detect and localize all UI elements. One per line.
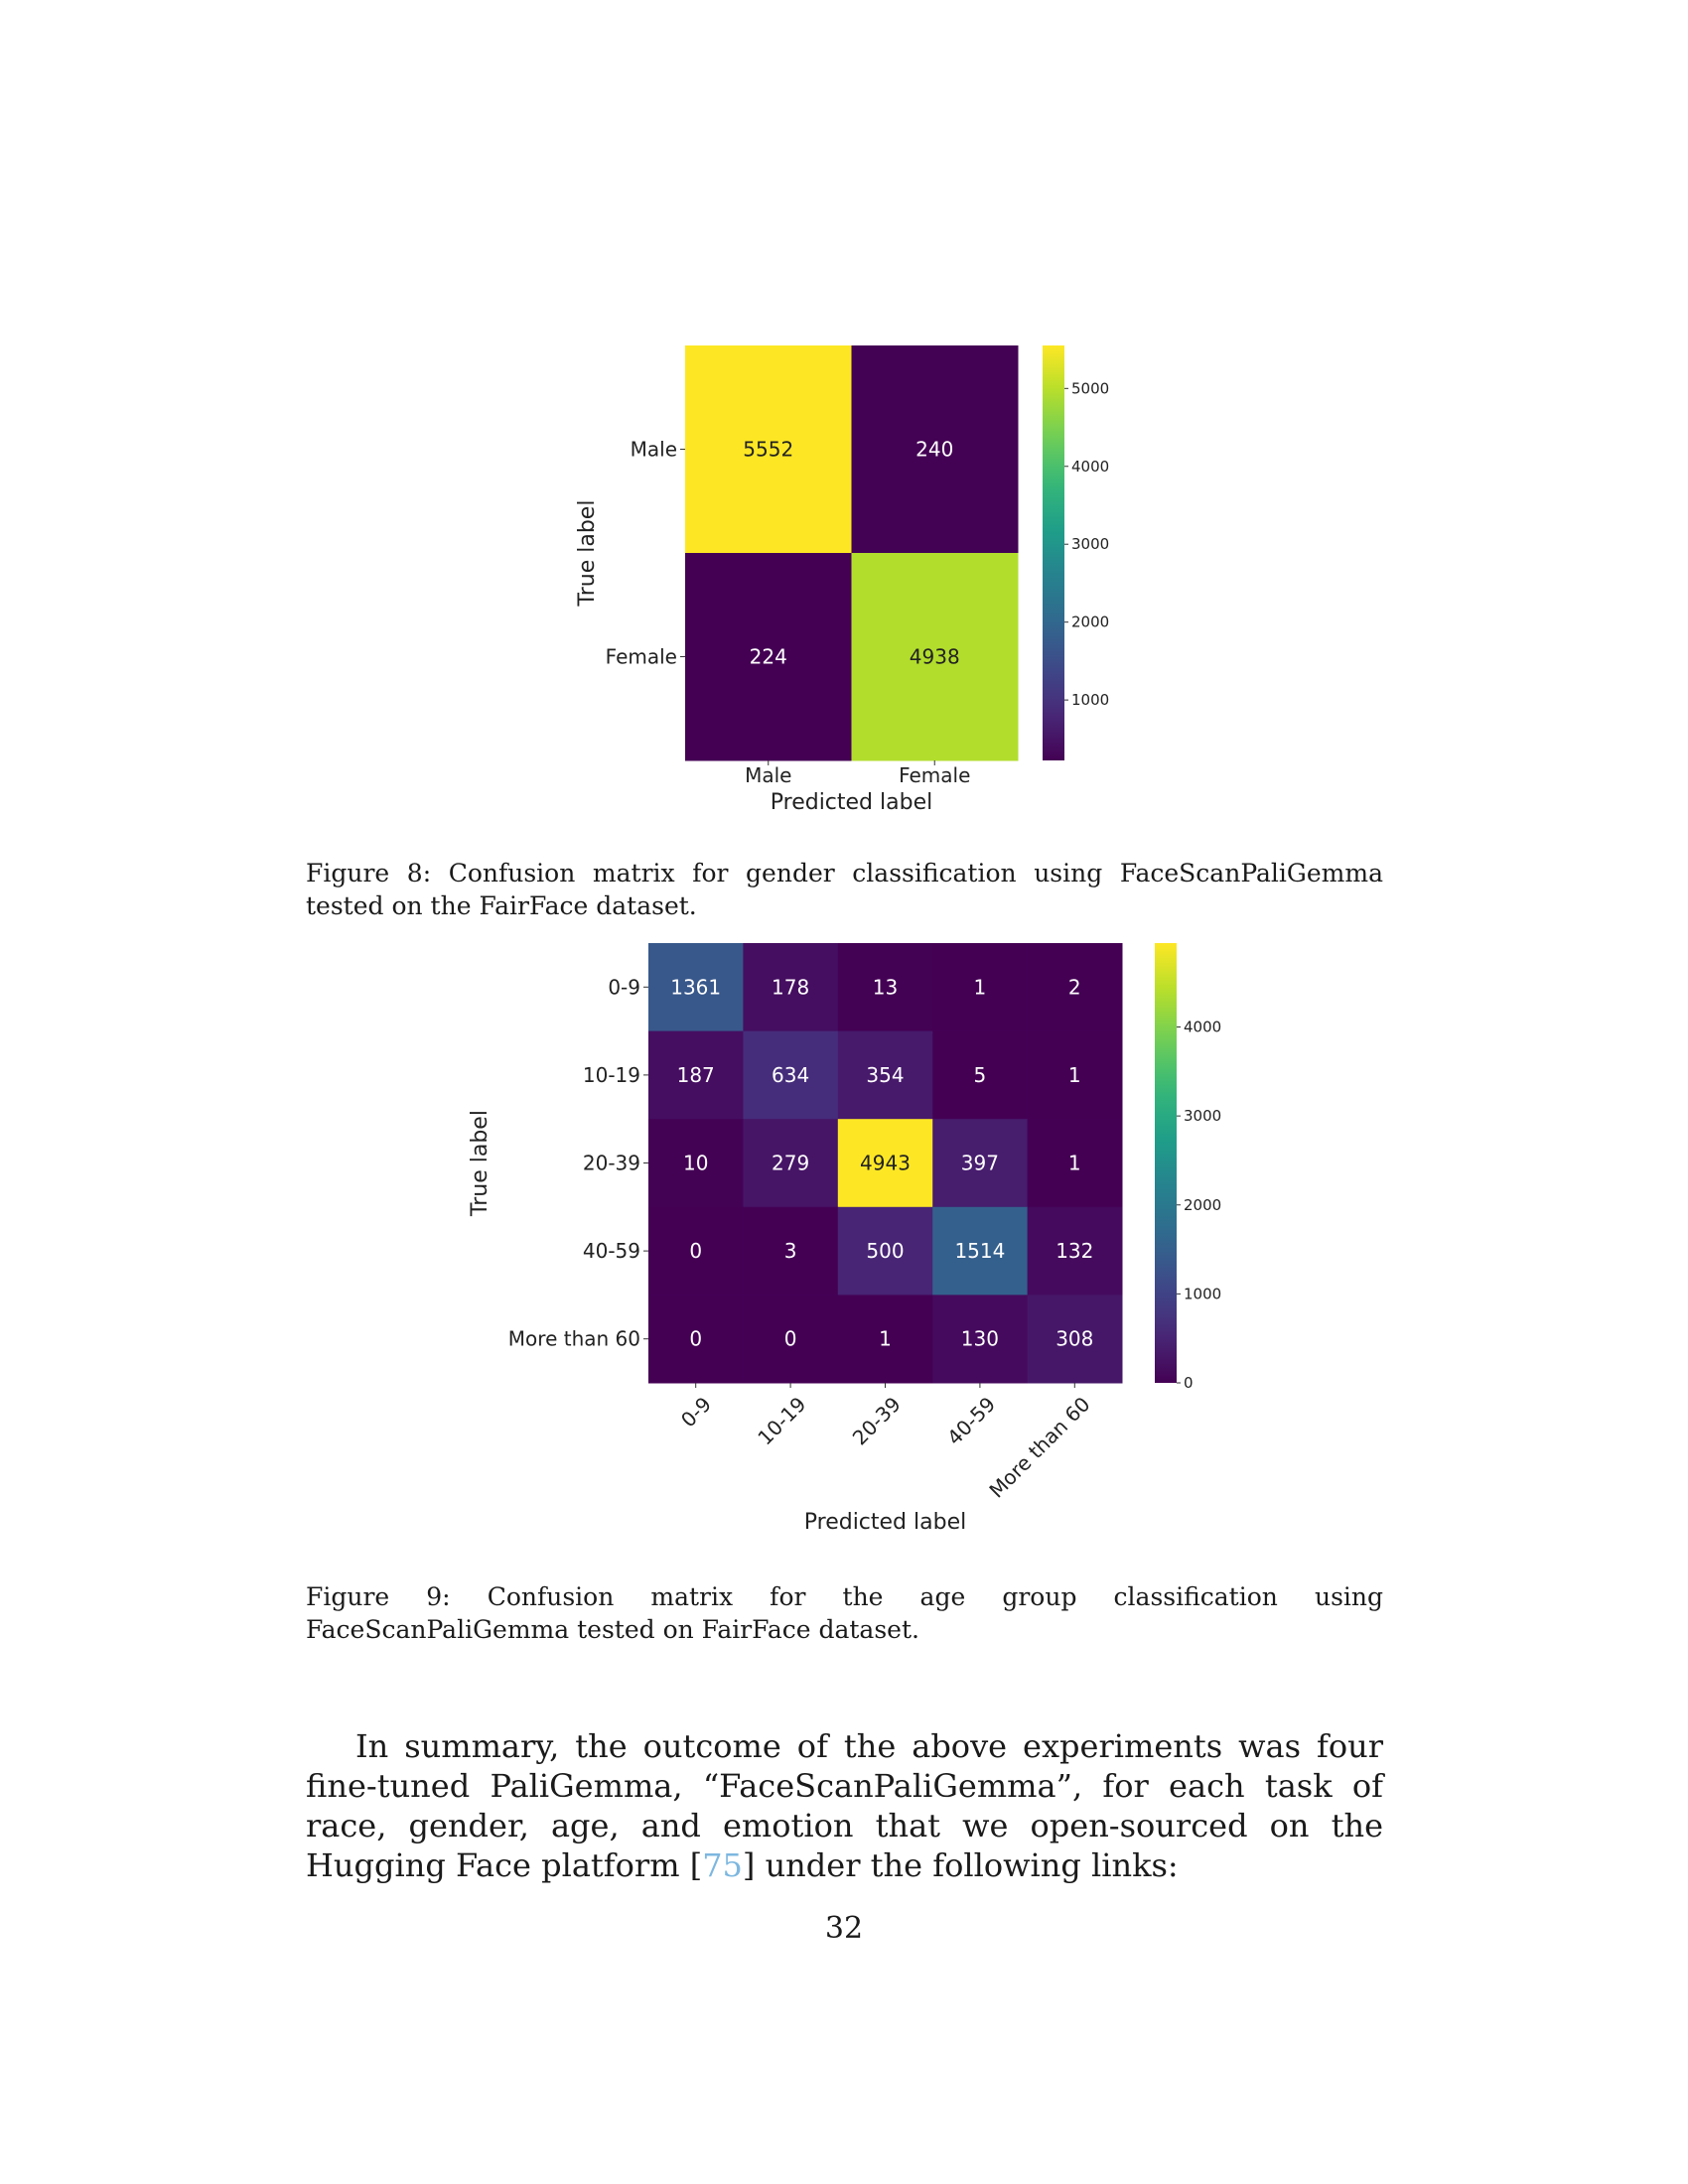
fig9-cell-value: 4943 bbox=[860, 1152, 911, 1175]
fig9-colorbar-tick-label: 0 bbox=[1184, 1374, 1194, 1392]
summary-paragraph: In summary, the outcome of the above exp… bbox=[306, 1726, 1383, 1885]
fig9-cell-value: 354 bbox=[866, 1063, 904, 1087]
fig9-cell-value: 308 bbox=[1055, 1327, 1093, 1351]
fig8-colorbar-tick-label: 4000 bbox=[1071, 458, 1109, 476]
fig9-cell-value: 0 bbox=[689, 1327, 702, 1351]
fig9-cell-value: 0 bbox=[689, 1239, 702, 1263]
fig8-y-tick-label: Female bbox=[606, 645, 677, 669]
fig9-cell-value: 500 bbox=[866, 1239, 904, 1263]
fig9-cell bbox=[1027, 943, 1123, 1032]
fig9-cell bbox=[932, 1295, 1029, 1384]
figure-9-caption: Figure 9: Confusion matrix for the age g… bbox=[306, 1582, 1383, 1644]
page-number: 32 bbox=[824, 1911, 864, 1946]
fig9-x-tick-label: More than 60 bbox=[984, 1392, 1094, 1502]
fig8-y-axis-label: True label bbox=[576, 500, 600, 608]
fig9-cell-value: 178 bbox=[772, 975, 809, 999]
fig8-cell bbox=[851, 345, 1019, 554]
fig9-cell-value: 1361 bbox=[670, 975, 721, 999]
fig9-x-axis-label: Predicted label bbox=[804, 1510, 966, 1535]
fig9-cell bbox=[837, 943, 933, 1032]
fig9-cell-value: 1 bbox=[974, 975, 987, 999]
fig8-cell bbox=[851, 553, 1019, 761]
fig8-x-tick-label: Female bbox=[899, 763, 970, 787]
fig9-cell-value: 187 bbox=[677, 1063, 715, 1087]
fig9-x-tick-label: 20-39 bbox=[848, 1392, 906, 1449]
fig9-cell-value: 10 bbox=[683, 1152, 708, 1175]
fig9-cell-value: 1 bbox=[1068, 1152, 1081, 1175]
fig9-cell bbox=[743, 1295, 839, 1384]
fig9-cell bbox=[743, 1030, 839, 1120]
citation-link[interactable]: 75 bbox=[702, 1846, 743, 1884]
fig9-y-tick-label: 0-9 bbox=[608, 975, 640, 999]
fig8-colorbar-tick-label: 3000 bbox=[1071, 535, 1109, 553]
fig9-cell bbox=[648, 1295, 744, 1384]
fig9-y-tick-label: 10-19 bbox=[583, 1063, 640, 1087]
fig9-cell bbox=[1027, 1206, 1123, 1296]
fig9-x-tick-label: 0-9 bbox=[676, 1392, 716, 1432]
fig9-cell bbox=[837, 1295, 933, 1384]
fig9-cell bbox=[932, 1119, 1029, 1208]
fig9-cell bbox=[743, 943, 839, 1032]
fig8-cell bbox=[685, 553, 852, 761]
fig8-y-tick-label: Male bbox=[631, 438, 677, 462]
fig9-cell bbox=[932, 1206, 1029, 1296]
fig9-cell bbox=[648, 943, 744, 1032]
fig8-cell-value: 5552 bbox=[743, 438, 793, 462]
fig9-cell bbox=[743, 1206, 839, 1296]
fig9-colorbar bbox=[1155, 943, 1177, 1383]
fig9-cell bbox=[1027, 1295, 1123, 1384]
fig9-colorbar-tick-label: 4000 bbox=[1184, 1019, 1221, 1036]
fig9-cell bbox=[837, 1119, 933, 1208]
fig9-cell-value: 1 bbox=[1068, 1063, 1081, 1087]
fig9-y-tick-label: 20-39 bbox=[583, 1152, 640, 1175]
fig9-y-tick-label: 40-59 bbox=[583, 1239, 640, 1263]
fig9-cell-value: 130 bbox=[961, 1327, 999, 1351]
fig8-colorbar-tick-label: 2000 bbox=[1071, 614, 1109, 631]
fig9-cell bbox=[932, 943, 1029, 1032]
fig9-cell-value: 13 bbox=[873, 975, 898, 999]
fig9-cell bbox=[837, 1206, 933, 1296]
fig8-colorbar-tick-label: 5000 bbox=[1071, 379, 1109, 397]
fig9-y-tick-label: More than 60 bbox=[508, 1327, 640, 1351]
fig9-y-axis-label: True label bbox=[468, 1110, 492, 1217]
fig9-cell bbox=[743, 1119, 839, 1208]
fig9-cell bbox=[648, 1119, 744, 1208]
fig9-cell bbox=[1027, 1119, 1123, 1208]
fig8-colorbar bbox=[1043, 345, 1064, 760]
figure-8-caption: Figure 8: Confusion matrix for gender cl… bbox=[306, 859, 1383, 920]
fig9-cell bbox=[648, 1206, 744, 1296]
fig8-cell-value: 224 bbox=[750, 645, 787, 669]
fig8-cell-value: 240 bbox=[915, 438, 953, 462]
fig9-cell-value: 634 bbox=[772, 1063, 809, 1087]
paragraph-text-end: ] under the following links: bbox=[742, 1846, 1179, 1884]
fig9-x-tick-label: 40-59 bbox=[942, 1392, 1000, 1449]
paragraph-text-start: In summary, the outcome of the above exp… bbox=[306, 1727, 1383, 1884]
fig9-cell-value: 3 bbox=[784, 1239, 797, 1263]
fig8-cell-value: 4938 bbox=[910, 645, 960, 669]
fig8-cell bbox=[685, 345, 852, 554]
fig9-cell-value: 5 bbox=[974, 1063, 987, 1087]
fig9-x-tick-label: 10-19 bbox=[753, 1392, 810, 1449]
fig9-cell-value: 132 bbox=[1055, 1239, 1093, 1263]
fig9-cell-value: 0 bbox=[784, 1327, 797, 1351]
gender-confusion-matrix: 5552 240 224 4938 Male Female Male Female Predic… bbox=[576, 345, 1109, 815]
fig9-cell-value: 1 bbox=[879, 1327, 892, 1351]
fig9-colorbar-tick-label: 1000 bbox=[1184, 1285, 1221, 1302]
fig9-colorbar-tick-label: 3000 bbox=[1184, 1107, 1221, 1125]
fig9-cell-value: 279 bbox=[772, 1152, 809, 1175]
fig9-cell bbox=[648, 1030, 744, 1120]
fig8-x-axis-label: Predicted label bbox=[771, 790, 932, 815]
fig9-cell bbox=[837, 1030, 933, 1120]
fig9-cell bbox=[932, 1030, 1029, 1120]
fig9-cell-value: 2 bbox=[1068, 975, 1081, 999]
fig8-colorbar-tick-label: 1000 bbox=[1071, 691, 1109, 709]
fig8-x-tick-label: Male bbox=[745, 763, 791, 787]
fig9-colorbar-tick-label: 2000 bbox=[1184, 1196, 1221, 1214]
fig9-cell-value: 1514 bbox=[954, 1239, 1005, 1263]
fig9-cell-value: 397 bbox=[961, 1152, 999, 1175]
fig9-cell bbox=[1027, 1030, 1123, 1120]
